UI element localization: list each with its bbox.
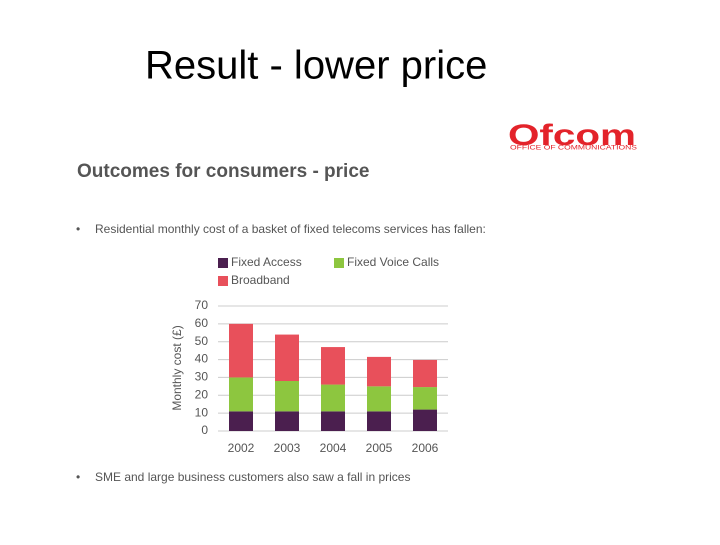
x-tick-label: 2003 (274, 441, 301, 455)
legend-label: Fixed Voice Calls (347, 255, 439, 269)
slide-title: Result - lower price (145, 44, 487, 88)
y-tick-label: 0 (201, 423, 208, 437)
bar-segment (275, 411, 299, 431)
bullet-dot: • (76, 222, 80, 236)
bullet: SME and large business customers also sa… (95, 470, 410, 484)
x-tick-label: 2006 (412, 441, 439, 455)
bar-segment (275, 381, 299, 412)
legend-label: Fixed Access (231, 255, 302, 269)
bar-segment (275, 334, 299, 381)
bar-segment (367, 356, 391, 387)
bar-segment (229, 323, 253, 378)
x-tick-label: 2004 (320, 441, 347, 455)
bar-segment (229, 411, 253, 431)
x-tick-label: 2005 (366, 441, 393, 455)
y-tick-label: 60 (195, 316, 209, 330)
bar-segment (321, 347, 345, 385)
bar-segment (413, 409, 437, 431)
bar-segment (321, 384, 345, 412)
bar-segment (367, 411, 391, 431)
legend-label: Broadband (231, 273, 290, 287)
legend-swatch (334, 258, 344, 268)
legend-swatch (218, 258, 228, 268)
y-tick-label: 40 (195, 352, 209, 366)
legend-swatch (218, 276, 228, 286)
y-tick-label: 30 (195, 370, 209, 384)
heading: Outcomes for consumers - price (77, 161, 369, 182)
bar-segment (413, 359, 437, 388)
bar-segment (321, 411, 345, 431)
bullet: Residential monthly cost of a basket of … (95, 222, 486, 236)
x-tick-label: 2002 (228, 441, 255, 455)
logo: Ofcom (508, 119, 636, 152)
bar-segment (413, 387, 437, 410)
y-axis-label: Monthly cost (£) (170, 325, 184, 410)
logo-subtitle: OFFICE OF COMMUNICATIONS (510, 146, 637, 152)
y-tick-label: 70 (195, 298, 209, 312)
bar-segment (367, 386, 391, 412)
bar-segment (229, 377, 253, 412)
bullet-dot: • (76, 470, 80, 484)
y-tick-label: 50 (195, 334, 209, 348)
y-tick-label: 20 (195, 387, 209, 401)
y-tick-label: 10 (195, 405, 209, 419)
